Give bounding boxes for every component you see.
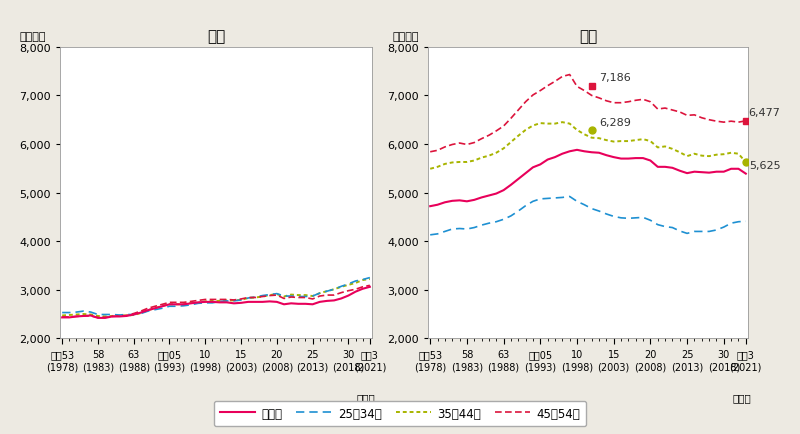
Text: 6,477: 6,477 — [749, 108, 781, 118]
Title: 女性: 女性 — [207, 29, 225, 44]
Text: 7,186: 7,186 — [599, 73, 630, 83]
Text: （年）: （年） — [356, 392, 375, 402]
Title: 男性: 男性 — [579, 29, 597, 44]
Text: （年）: （年） — [733, 392, 751, 402]
Legend: 全年齢, 25～34歳, 35～44歳, 45～54歳: 全年齢, 25～34歳, 35～44歳, 45～54歳 — [214, 401, 586, 426]
Text: 6,289: 6,289 — [599, 118, 631, 128]
Text: （千円）: （千円） — [19, 32, 46, 42]
Text: （千円）: （千円） — [393, 32, 419, 42]
Text: 5,625: 5,625 — [749, 160, 780, 170]
